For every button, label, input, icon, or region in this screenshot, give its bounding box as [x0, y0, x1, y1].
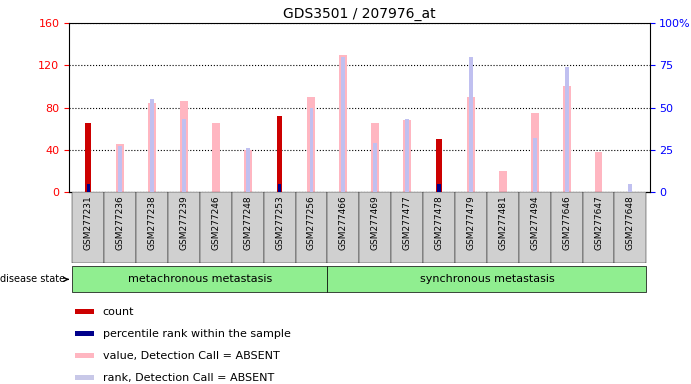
Text: GSM277478: GSM277478	[435, 195, 444, 250]
Bar	[244, 150, 252, 192]
Text: GSM277646: GSM277646	[562, 195, 571, 250]
Bar	[307, 97, 316, 192]
Bar	[296, 192, 328, 263]
Bar	[562, 86, 571, 192]
Bar	[328, 192, 359, 263]
Text: value, Detection Call = ABSENT: value, Detection Call = ABSENT	[103, 351, 280, 361]
Text: percentile rank within the sample: percentile rank within the sample	[103, 329, 291, 339]
Bar	[75, 375, 94, 381]
Bar	[328, 266, 646, 292]
Bar	[531, 113, 539, 192]
Bar	[467, 97, 475, 192]
Bar	[359, 192, 391, 263]
Text: GSM277647: GSM277647	[594, 195, 603, 250]
Text: GSM277246: GSM277246	[211, 195, 220, 250]
Text: GSM277238: GSM277238	[147, 195, 157, 250]
Text: rank, Detection Call = ABSENT: rank, Detection Call = ABSENT	[103, 373, 274, 383]
Bar	[73, 192, 104, 263]
Bar	[629, 184, 632, 192]
Bar	[276, 116, 283, 192]
Bar	[212, 123, 220, 192]
Bar	[519, 192, 551, 263]
Text: GSM277231: GSM277231	[84, 195, 93, 250]
Bar	[455, 192, 487, 263]
Bar	[551, 192, 583, 263]
Bar	[73, 266, 328, 292]
Bar	[423, 192, 455, 263]
Text: GSM277648: GSM277648	[626, 195, 635, 250]
Bar	[104, 192, 136, 263]
Text: synchronous metastasis: synchronous metastasis	[419, 274, 554, 285]
Bar	[86, 123, 91, 192]
Title: GDS3501 / 207976_at: GDS3501 / 207976_at	[283, 7, 435, 21]
Bar	[565, 67, 569, 192]
Bar	[231, 192, 264, 263]
Bar	[310, 108, 314, 192]
Bar	[583, 192, 614, 263]
Text: GSM277239: GSM277239	[180, 195, 189, 250]
Bar	[614, 192, 646, 263]
Text: GSM277256: GSM277256	[307, 195, 316, 250]
Text: GSM277481: GSM277481	[498, 195, 507, 250]
Bar	[373, 143, 377, 192]
Bar	[371, 123, 379, 192]
Bar	[405, 119, 409, 192]
Text: metachronous metastasis: metachronous metastasis	[128, 274, 272, 285]
Bar	[533, 138, 537, 192]
Bar	[499, 171, 507, 192]
Bar	[339, 55, 348, 192]
Bar	[403, 120, 411, 192]
Bar	[148, 103, 156, 192]
Bar	[391, 192, 423, 263]
Bar	[180, 101, 188, 192]
Bar	[75, 353, 94, 358]
Bar	[168, 192, 200, 263]
Bar	[75, 309, 94, 314]
Text: disease state: disease state	[0, 274, 68, 285]
Text: count: count	[103, 306, 134, 316]
Bar	[86, 184, 90, 192]
Bar	[75, 331, 94, 336]
Text: GSM277494: GSM277494	[530, 195, 539, 250]
Bar	[487, 192, 519, 263]
Bar	[200, 192, 231, 263]
Bar	[278, 184, 281, 192]
Text: GSM277479: GSM277479	[466, 195, 475, 250]
Text: GSM277236: GSM277236	[115, 195, 124, 250]
Bar	[246, 148, 249, 192]
Text: GSM277253: GSM277253	[275, 195, 284, 250]
Bar	[150, 99, 154, 192]
Text: GSM277248: GSM277248	[243, 195, 252, 250]
Text: GSM277469: GSM277469	[371, 195, 380, 250]
Bar	[436, 139, 442, 192]
Text: GSM277466: GSM277466	[339, 195, 348, 250]
Bar	[136, 192, 168, 263]
Bar	[469, 57, 473, 192]
Bar	[341, 57, 346, 192]
Bar	[118, 146, 122, 192]
Bar	[594, 152, 603, 192]
Bar	[437, 184, 441, 192]
Bar	[116, 144, 124, 192]
Text: GSM277477: GSM277477	[403, 195, 412, 250]
Bar	[264, 192, 296, 263]
Bar	[182, 119, 186, 192]
